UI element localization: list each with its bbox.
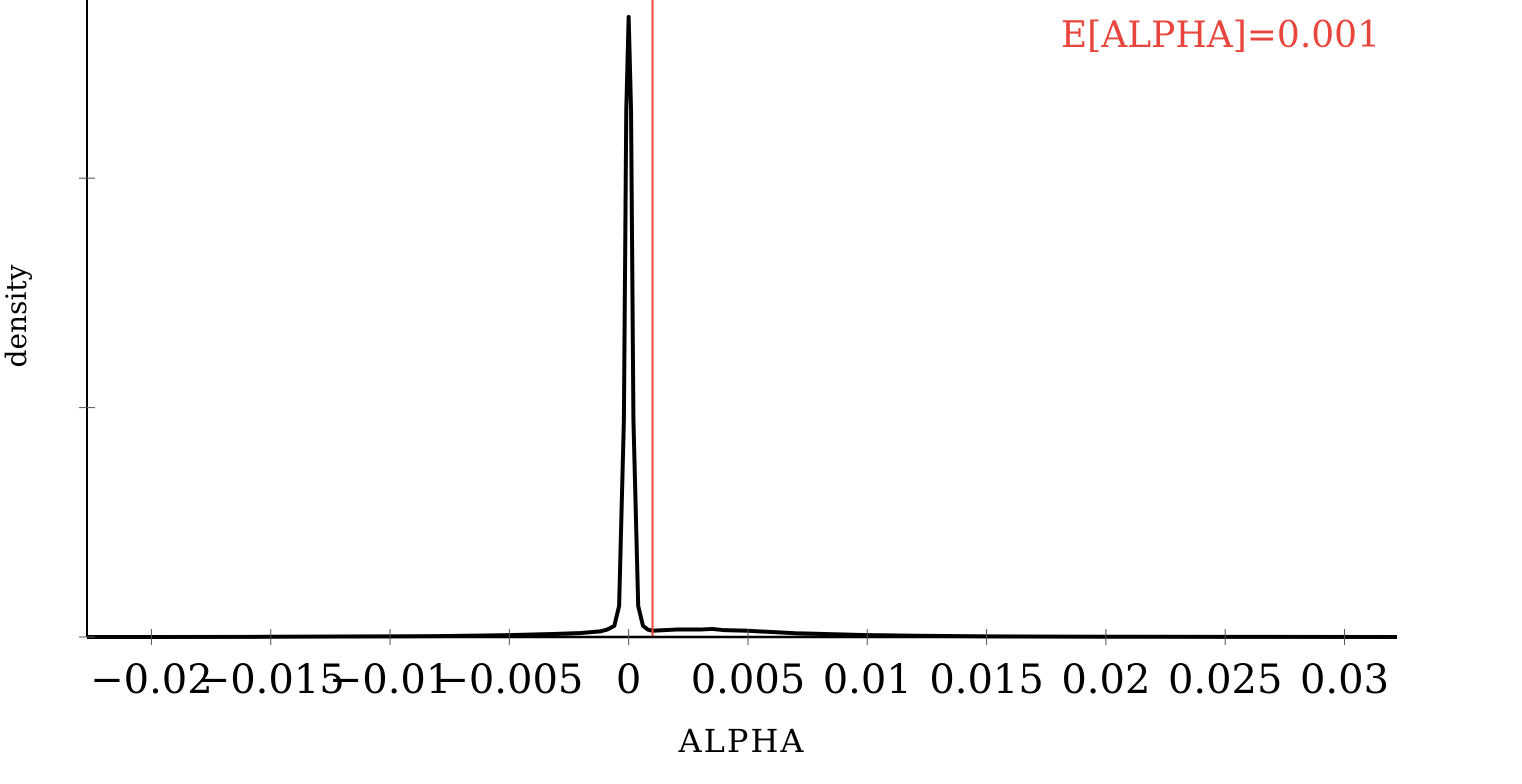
x-tick-label: 0.005 [691, 657, 806, 703]
x-tick-label: 0.01 [823, 657, 912, 703]
x-tick-label: 0.015 [929, 657, 1044, 703]
axes: −0.02−0.015−0.01−0.005 0 0.005 0.01 0.015 0.0… [79, 0, 1397, 703]
x-tick-label: 0.025 [1168, 657, 1283, 703]
x-tick-label: −0.02 [90, 657, 213, 703]
x-tick-label: −0.015 [197, 657, 345, 703]
plot-area [87, 0, 1398, 639]
mean-annotation: E[ALPHA]=0.001 [1061, 15, 1380, 56]
x-tick-label: −0.01 [329, 657, 452, 703]
x-tick-label: −0.005 [435, 657, 583, 703]
x-ticks: −0.02−0.015−0.01−0.005 0 0.005 0.01 0.015 0.0… [90, 629, 1389, 703]
y-axis-label: density [0, 264, 33, 367]
y-ticks [79, 177, 95, 638]
x-tick-label: 0.03 [1300, 657, 1389, 703]
x-axis-label: ALPHA [678, 722, 806, 760]
x-tick-label: 0.02 [1061, 657, 1150, 703]
x-tick-label: 0 [616, 657, 641, 703]
density-curve [87, 15, 1398, 639]
